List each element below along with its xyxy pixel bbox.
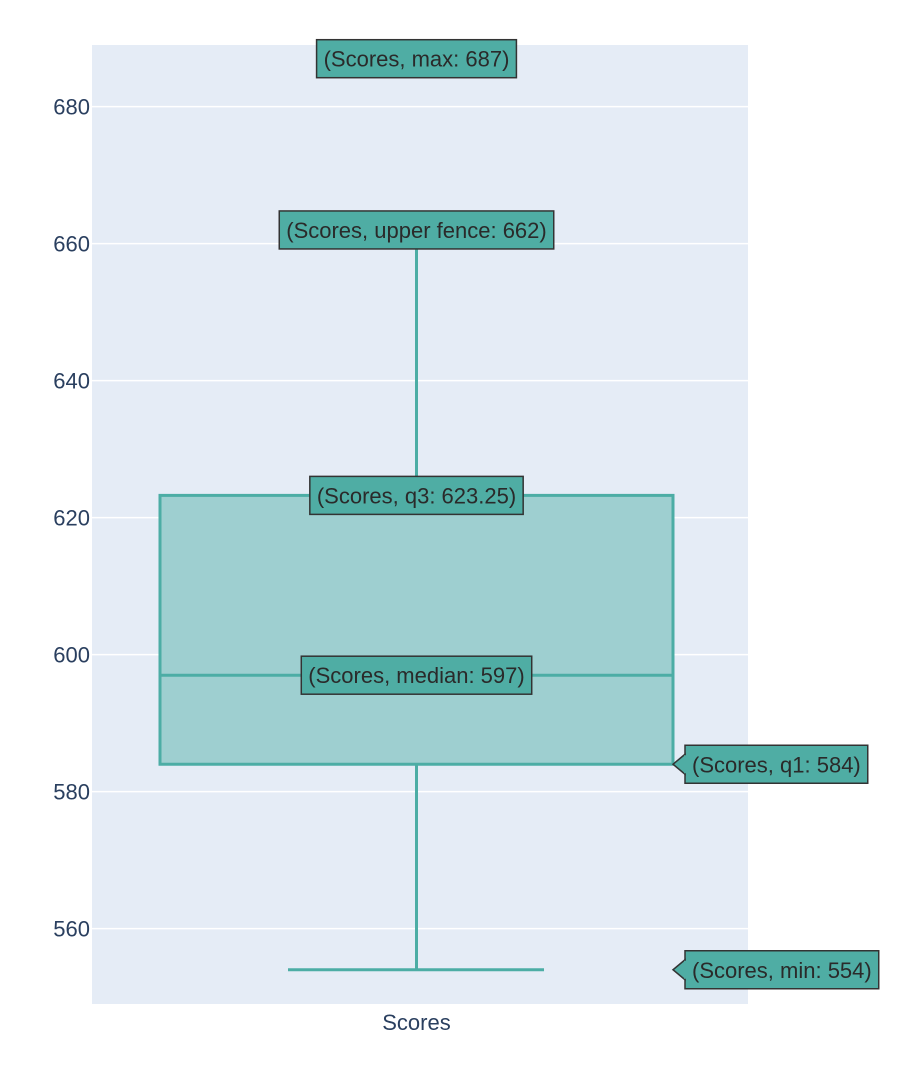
y-tick-label-680: 680 — [53, 95, 90, 120]
x-axis-tick-label-scores: Scores — [382, 1010, 450, 1035]
hover-label-text: (Scores, q3: 623.25) — [317, 483, 516, 508]
hover-label-text: (Scores, max: 687) — [324, 47, 510, 72]
hover-label-median: (Scores, median: 597) — [300, 655, 533, 695]
hover-label-q3: (Scores, q3: 623.25) — [309, 475, 524, 516]
hover-label-text: (Scores, q1: 584) — [692, 752, 861, 777]
hover-label-box — [315, 38, 518, 79]
y-tick-label-620: 620 — [53, 506, 90, 531]
hover-label-max: (Scores, max: 687) — [315, 38, 518, 79]
box-trace[interactable] — [158, 229, 675, 972]
y-tick-label-660: 660 — [53, 232, 90, 257]
y-axis-tick-labels: 560 580 600 620 640 660 680 — [53, 95, 90, 942]
interquartile-box[interactable] — [158, 493, 675, 766]
hover-label-box — [684, 744, 869, 784]
hover-label-text: (Scores, min: 554) — [692, 958, 872, 983]
hover-label-q1: (Scores, q1: 584) — [671, 744, 869, 784]
y-tick-label-580: 580 — [53, 780, 90, 805]
hover-label-box — [300, 655, 533, 695]
hover-label-min: (Scores, min: 554) — [671, 950, 880, 990]
hover-label-text: (Scores, median: 597) — [308, 663, 524, 688]
hover-label-text: (Scores, upper fence: 662) — [286, 218, 546, 243]
hover-label-box — [278, 210, 555, 250]
hover-label-upper-fence: (Scores, upper fence: 662) — [278, 210, 555, 250]
y-tick-label-600: 600 — [53, 643, 90, 668]
hover-label-box — [684, 950, 880, 990]
hover-labels: (Scores, max: 687) (Scores, upper fence: … — [278, 38, 880, 990]
y-tick-label-560: 560 — [53, 917, 90, 942]
hover-label-box — [309, 475, 524, 516]
y-tick-label-640: 640 — [53, 369, 90, 394]
